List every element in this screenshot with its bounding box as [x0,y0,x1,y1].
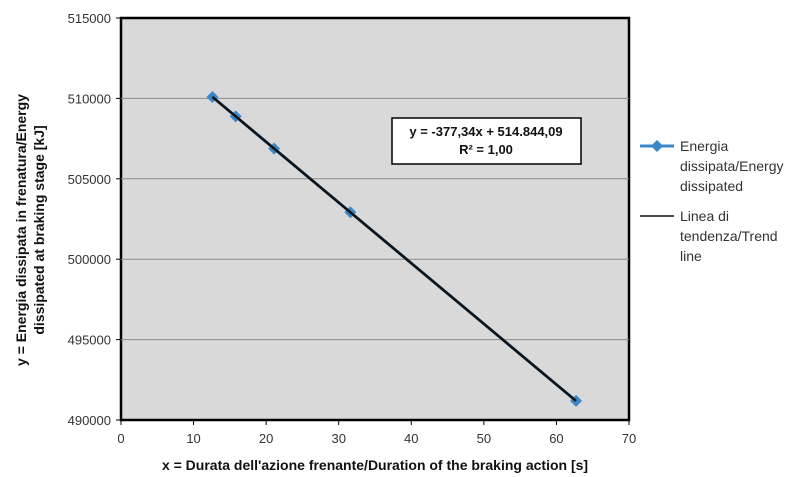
y-tick-label: 490000 [68,413,111,428]
legend: Energia dissipata/Energy dissipated Line… [640,138,784,264]
x-tick-label: 50 [477,431,491,446]
y-tick-label: 495000 [68,333,111,348]
legend-series-label-1: Energia [680,138,728,154]
legend-item-trendline: Linea di tendenza/Trend line [640,208,778,264]
x-tick-label: 40 [404,431,418,446]
x-tick-label: 0 [117,431,124,446]
y-tick-label: 510000 [68,91,111,106]
x-tick-label: 60 [549,431,563,446]
legend-trend-label-2: tendenza/Trend [680,228,778,244]
x-axis-title: x = Durata dell'azione frenante/Duration… [162,457,588,473]
legend-series-label-3: dissipated [680,178,743,194]
trendline [211,96,577,402]
legend-trend-label-1: Linea di [680,208,729,224]
equation-line: y = -377,34x + 514.844,09 [409,124,562,139]
r-squared: R² = 1,00 [459,142,513,157]
x-axis: 0 10 20 30 40 50 60 70 [117,420,636,446]
y-axis-title-line1: y = Energia dissipata in frenatura/Energ… [13,94,29,366]
x-tick-label: 20 [259,431,273,446]
y-axis: 490000 495000 500000 505000 510000 515000 [68,11,121,428]
y-axis-title: y = Energia dissipata in frenatura/Energ… [13,94,47,366]
plot-area [119,16,631,422]
y-tick-label: 500000 [68,252,111,267]
legend-series-marker [651,140,663,152]
legend-item-series: Energia dissipata/Energy dissipated [640,138,784,194]
x-tick-label: 70 [622,431,636,446]
x-tick-label: 10 [186,431,200,446]
y-axis-title-line2: dissipated at braking stage [kJ] [31,125,47,334]
x-tick-label: 30 [331,431,345,446]
equation-frame [391,117,582,165]
legend-trend-label-3: line [680,248,702,264]
equation-box: y = -377,34x + 514.844,09 R² = 1,00 [391,117,582,165]
trendline-layer [211,96,577,402]
grid-lines [121,97,629,341]
y-tick-label: 505000 [68,172,111,187]
legend-series-label-2: dissipata/Energy [680,158,784,174]
y-tick-label: 515000 [68,11,111,26]
